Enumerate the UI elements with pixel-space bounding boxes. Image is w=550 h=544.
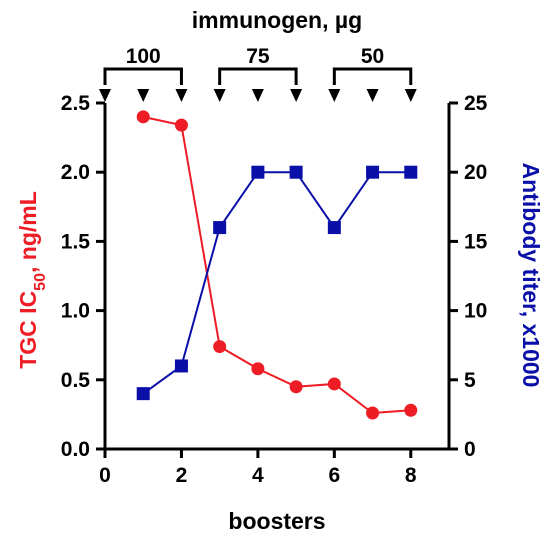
injection-arrow <box>99 89 111 102</box>
right-y-tick-label: 0 <box>464 438 476 461</box>
left-y-tick-label: 1.0 <box>61 300 90 323</box>
left-y-tick-label: 0.5 <box>61 369 91 392</box>
x-axis-title: boosters <box>228 508 325 534</box>
left-y-tick-label: 1.5 <box>61 230 91 253</box>
x-tick-label: 8 <box>405 464 417 487</box>
injection-arrow <box>137 89 150 102</box>
injection-arrow <box>213 89 226 102</box>
ic50-point <box>136 110 150 124</box>
ic50-point <box>213 340 227 354</box>
right-y-tick-label: 5 <box>464 369 476 392</box>
ic50-line <box>143 115 411 415</box>
ic50-point <box>289 380 303 394</box>
injection-arrow <box>290 89 303 102</box>
right-axis-title: Antibody titer, x1000 <box>518 163 544 388</box>
dose-bracket <box>218 67 298 85</box>
injection-arrow <box>251 89 264 102</box>
dose-label: 50 <box>361 45 384 68</box>
injection-arrow <box>175 89 188 102</box>
ic50-point <box>404 403 418 417</box>
left-axis-title-suffix: , ng/mL <box>15 191 41 273</box>
left-y-tick-label: 2.0 <box>61 161 90 184</box>
dose-label: 75 <box>246 45 270 68</box>
ic50-point <box>327 377 341 391</box>
injection-arrow <box>328 89 341 102</box>
left-axis-title-prefix: TGC IC <box>15 291 41 369</box>
titer-point <box>174 359 188 373</box>
ic50-point <box>251 362 265 376</box>
right-y-tick-label: 15 <box>464 230 488 253</box>
titer-point <box>327 221 341 235</box>
injection-arrow <box>366 89 379 102</box>
ic50-point <box>174 118 188 132</box>
right-y-tick-label: 25 <box>464 92 488 115</box>
titer-point <box>136 387 150 401</box>
titer-point <box>213 221 227 235</box>
x-tick-label: 2 <box>176 464 188 487</box>
dose-bracket <box>103 67 183 85</box>
left-y-tick-label: 2.5 <box>61 92 91 115</box>
left-y-tick-label: 0.0 <box>61 438 90 461</box>
titer-point <box>366 165 380 179</box>
x-tick-label: 4 <box>252 464 264 487</box>
immunogen-title: immunogen, µg <box>192 7 362 33</box>
x-tick-label: 0 <box>99 464 111 487</box>
titer-line <box>142 171 411 395</box>
right-y-tick-label: 10 <box>464 300 487 323</box>
injection-arrow <box>404 89 417 102</box>
left-axis-title: TGC IC50, ng/mL <box>15 191 49 369</box>
plot-area: 0 2 4 6 8 0.0 0.5 1.0 1.5 2.0 2.5 0 5 10 15 20 25 100 75 50 <box>61 45 488 487</box>
titer-point <box>251 165 265 179</box>
dose-bracket <box>332 67 413 85</box>
x-tick-label: 6 <box>328 464 340 487</box>
titer-point <box>404 165 418 179</box>
ic50-point <box>366 406 380 420</box>
dose-label: 100 <box>126 45 161 68</box>
left-axis-title-subscript: 50 <box>32 273 49 291</box>
right-y-tick-label: 20 <box>464 161 487 184</box>
titer-point <box>289 165 303 179</box>
